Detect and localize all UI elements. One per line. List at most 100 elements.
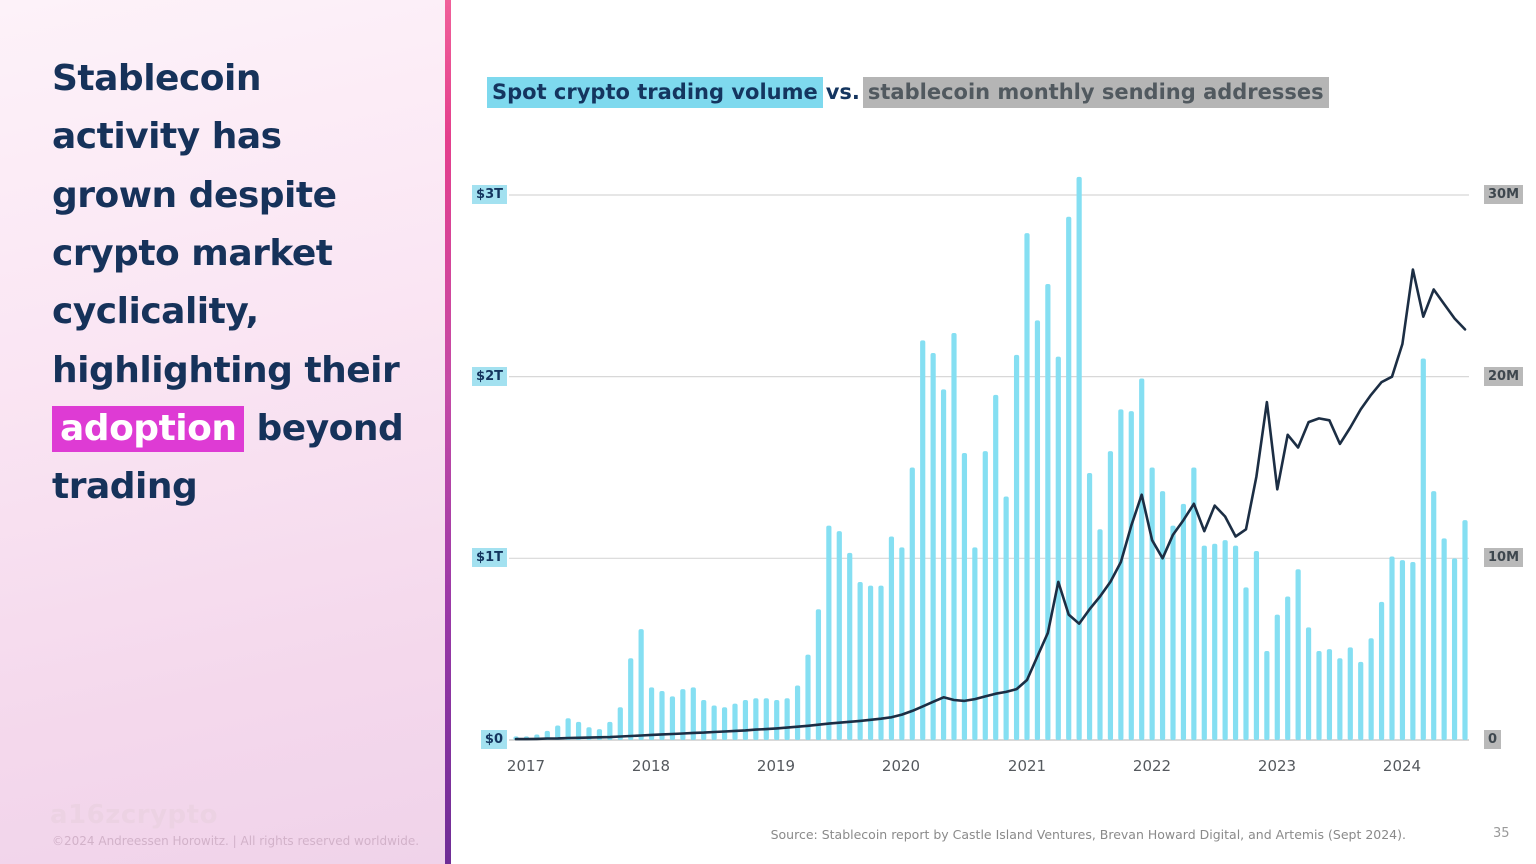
volume-bar xyxy=(565,718,571,740)
volume-bar xyxy=(982,451,988,740)
volume-bar xyxy=(1212,543,1218,740)
volume-bar xyxy=(1305,627,1312,740)
volume-bar xyxy=(972,547,978,740)
headline-text-after: beyond trading xyxy=(52,407,404,508)
volume-bar xyxy=(1086,472,1093,740)
x-axis-label-2019: 2019 xyxy=(756,757,796,775)
volume-bar xyxy=(1003,496,1009,740)
headline-text-before: Stablecoin activity has grown despite cr… xyxy=(52,58,400,391)
volume-bar xyxy=(1326,649,1333,740)
volume-bar xyxy=(659,690,665,740)
volume-bar xyxy=(1222,540,1228,740)
volume-bar xyxy=(1180,503,1187,740)
volume-bar xyxy=(784,698,790,740)
volume-bar xyxy=(794,685,801,740)
volume-bar xyxy=(1389,556,1395,740)
volume-bar xyxy=(940,389,947,740)
volume-bar xyxy=(1431,491,1437,740)
volume-bar xyxy=(669,696,676,740)
volume-bar xyxy=(1285,596,1291,740)
volume-bar xyxy=(1201,545,1207,740)
volume-bar xyxy=(1076,176,1082,740)
volume-bar xyxy=(1264,650,1270,740)
volume-bar xyxy=(1243,587,1249,740)
volume-bar xyxy=(1170,525,1176,740)
volume-bar xyxy=(1055,356,1061,740)
x-axis-label-2021: 2021 xyxy=(1007,757,1047,775)
addresses-line xyxy=(514,268,1467,741)
volume-bar xyxy=(951,333,957,740)
volume-bar xyxy=(836,531,842,740)
volume-bar xyxy=(1316,650,1322,740)
volume-bar xyxy=(753,698,759,740)
volume-bar xyxy=(628,658,634,740)
dual-axis-chart xyxy=(509,176,1469,741)
volume-bar xyxy=(1024,233,1030,740)
volume-bar xyxy=(763,698,769,740)
volume-bar xyxy=(899,547,905,740)
x-axis-label-2023: 2023 xyxy=(1257,757,1297,775)
volume-bar xyxy=(815,609,822,740)
volume-bar xyxy=(1378,601,1385,740)
volume-bar xyxy=(1128,411,1134,740)
right-axis-tick-0: 0 xyxy=(1484,730,1502,749)
volume-bar xyxy=(648,687,655,740)
volume-bar xyxy=(1295,569,1301,740)
volume-bar xyxy=(1159,491,1166,740)
left-axis-tick-0: $0 xyxy=(480,730,507,749)
chart-title-series2: stablecoin monthly sending addresses xyxy=(862,77,1329,108)
volume-bar xyxy=(1368,638,1374,740)
volume-bar xyxy=(638,629,644,740)
x-axis-label-2017: 2017 xyxy=(506,757,546,775)
volume-bar xyxy=(1462,520,1468,740)
left-axis-tick-1t: $1T xyxy=(472,548,507,567)
volume-bar xyxy=(920,340,926,740)
copyright-text: ©2024 Andreessen Horowitz. | All rights … xyxy=(52,834,420,848)
volume-bar xyxy=(742,700,749,740)
volume-bar xyxy=(617,707,623,740)
volume-bar xyxy=(1045,284,1051,740)
volume-bar xyxy=(1399,560,1406,740)
volume-bar xyxy=(930,353,936,740)
chart-title-series1: Spot crypto trading volume xyxy=(487,77,823,108)
volume-bar xyxy=(826,525,832,740)
volume-bar xyxy=(732,703,738,740)
right-axis-tick-20m: 20M xyxy=(1484,367,1524,386)
volume-bar xyxy=(607,721,613,740)
volume-bar xyxy=(711,705,717,740)
volume-bar xyxy=(721,707,728,740)
chart-title-separator: vs. xyxy=(825,80,860,104)
page-number: 35 xyxy=(1493,826,1510,841)
volume-bar xyxy=(555,725,561,740)
volume-bar xyxy=(1337,658,1343,740)
x-axis-label-2020: 2020 xyxy=(881,757,921,775)
volume-bars xyxy=(513,176,1468,741)
volume-bar xyxy=(909,467,915,740)
headline-highlight-adoption: adoption xyxy=(52,405,245,452)
volume-bar xyxy=(1097,529,1103,740)
volume-bar xyxy=(1410,561,1416,740)
volume-bar xyxy=(1358,661,1364,740)
volume-bar xyxy=(1253,551,1260,740)
x-axis-label-2018: 2018 xyxy=(631,757,671,775)
volume-bar xyxy=(690,687,696,740)
volume-bar xyxy=(774,700,780,740)
volume-bar xyxy=(1118,409,1124,740)
volume-bar xyxy=(1451,558,1458,740)
source-citation: Source: Stablecoin report by Castle Isla… xyxy=(770,827,1406,842)
headline: Stablecoin activity has grown despite cr… xyxy=(52,50,414,517)
right-axis-tick-30m: 30M xyxy=(1484,185,1524,204)
gradient-divider xyxy=(445,0,451,864)
volume-bar xyxy=(878,585,884,740)
volume-bar xyxy=(867,585,874,740)
a16zcrypto-logo: a16zcrypto xyxy=(50,800,218,830)
chart-title: Spot crypto trading volume vs. stablecoin … xyxy=(487,77,1329,108)
sidebar: Stablecoin activity has grown despite cr… xyxy=(0,0,445,864)
left-axis-tick-3t: $3T xyxy=(472,185,507,204)
volume-bar xyxy=(1420,358,1426,740)
volume-bar xyxy=(1347,647,1353,740)
volume-bar xyxy=(888,536,895,740)
chart-panel: Spot crypto trading volume vs. stablecoin … xyxy=(451,0,1536,864)
x-axis-label-2022: 2022 xyxy=(1132,757,1172,775)
